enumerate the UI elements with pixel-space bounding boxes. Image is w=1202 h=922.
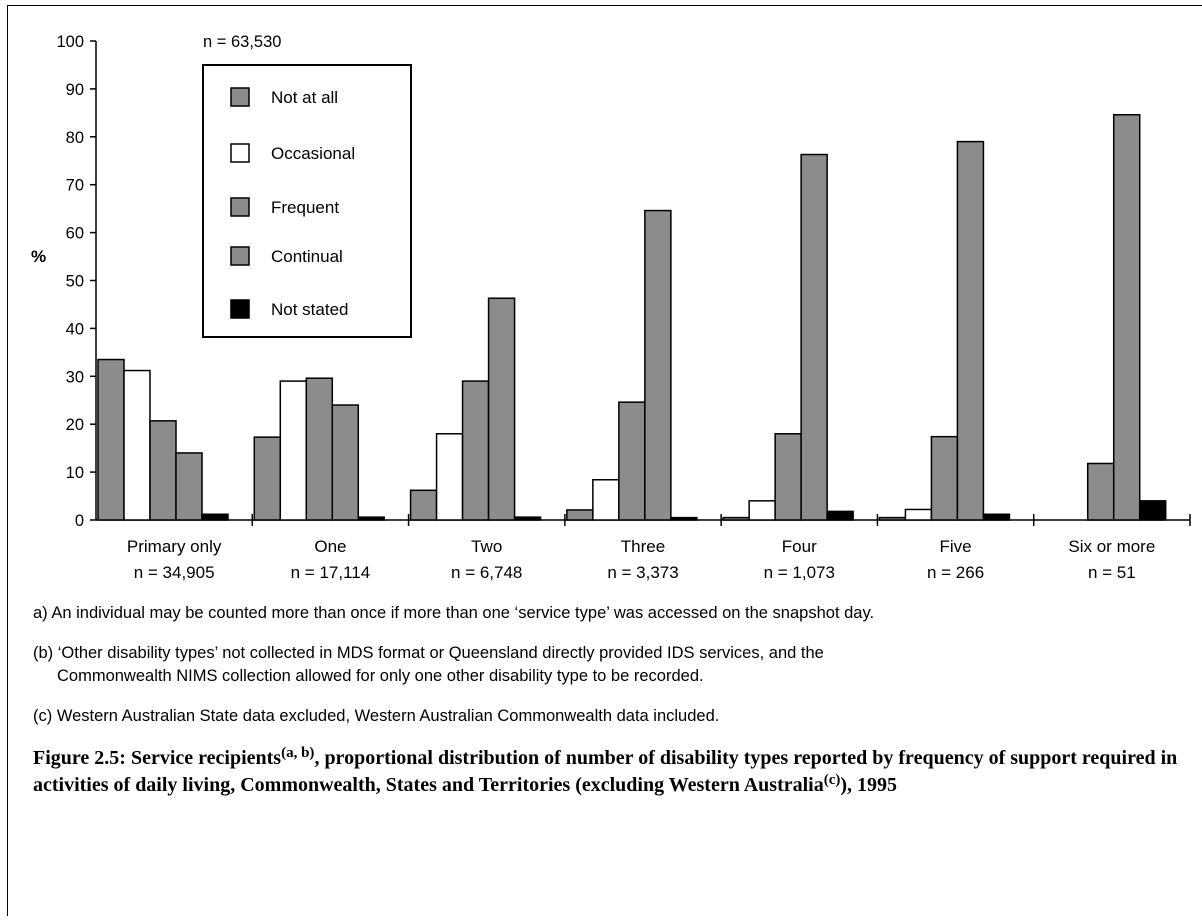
bar xyxy=(331,404,360,521)
figure-caption: Figure 2.5: Service recipients(a, b), pr… xyxy=(33,745,1183,799)
category-count-label: n = 1,073 xyxy=(764,563,835,582)
legend-swatch xyxy=(230,143,250,163)
bar xyxy=(878,516,907,521)
x-tick-label: One xyxy=(314,537,346,556)
category-count-label: n = 6,748 xyxy=(451,563,522,582)
category-count-label: n = 266 xyxy=(927,563,984,582)
bar xyxy=(592,479,620,521)
legend-label: Occasional xyxy=(271,144,355,163)
caption-sup1: (a, b) xyxy=(281,745,315,761)
category-count-label: n = 51 xyxy=(1088,563,1136,582)
y-tick-label: 0 xyxy=(75,512,84,530)
y-tick-label: 10 xyxy=(66,464,84,482)
category-count-label: n = 34,905 xyxy=(134,563,215,582)
x-tick-label: Five xyxy=(940,537,972,556)
bar xyxy=(487,297,516,521)
bar xyxy=(149,420,177,521)
footnote-a: a) An individual may be counted more tha… xyxy=(33,604,875,622)
bar xyxy=(722,516,750,521)
y-tick-label: 90 xyxy=(66,81,84,99)
legend-swatch xyxy=(230,299,250,319)
bar xyxy=(670,516,698,521)
footnote-b-line2: Commonwealth NIMS collection allowed for… xyxy=(57,667,704,685)
bar xyxy=(904,508,933,521)
legend-label: Not at all xyxy=(271,88,338,107)
bar-chart: 0 10 20 30 40 50 60 70 80 90 100% Primary only n = 3… xyxy=(31,33,1191,582)
bar xyxy=(305,377,334,521)
legend-swatch xyxy=(230,87,250,107)
bar xyxy=(1086,462,1115,521)
bar xyxy=(982,513,1011,521)
bar xyxy=(201,513,229,521)
bar xyxy=(357,516,386,521)
bar xyxy=(253,436,282,521)
bar xyxy=(1112,114,1141,521)
y-tick-label: 70 xyxy=(66,177,84,195)
footnote-c: (c) Western Australian State data exclud… xyxy=(33,707,720,725)
caption-part2: , proportional distribution of number of… xyxy=(33,747,1178,796)
category-count-label: n = 17,114 xyxy=(291,563,371,582)
bar xyxy=(123,369,151,521)
bar xyxy=(566,509,594,521)
bar xyxy=(175,452,203,521)
bar xyxy=(748,500,776,521)
chart-title: n = 63,530 xyxy=(203,33,281,51)
bar xyxy=(409,489,438,521)
x-tick-label: Primary only xyxy=(127,537,222,556)
bar xyxy=(513,516,542,521)
legend-label: Continual xyxy=(271,247,343,266)
bar xyxy=(97,358,125,521)
caption-part3: ), 1995 xyxy=(840,774,898,796)
x-tick-label: Six or more xyxy=(1068,537,1155,556)
bar xyxy=(956,140,985,521)
footnote-b-line1: (b) ‘Other disability types’ not collect… xyxy=(33,644,824,662)
legend-swatch xyxy=(230,246,250,266)
bar xyxy=(461,380,490,521)
y-tick-label: 40 xyxy=(66,320,84,338)
caption-part1: Figure 2.5: Service recipients xyxy=(33,747,282,769)
y-tick-label: 50 xyxy=(66,273,84,291)
legend-label: Not stated xyxy=(271,300,349,319)
y-tick-label: 30 xyxy=(66,368,84,386)
bar xyxy=(800,153,828,521)
bar xyxy=(279,380,308,521)
caption-sup2: (c) xyxy=(823,772,841,788)
x-tick-label: Four xyxy=(782,537,817,556)
figure-frame xyxy=(7,5,1202,916)
bar xyxy=(774,433,802,521)
x-tick-label: Two xyxy=(471,537,502,556)
bar xyxy=(1138,500,1167,521)
bar xyxy=(618,401,646,521)
y-tick-label: 20 xyxy=(66,416,84,434)
bar xyxy=(930,435,959,521)
legend-label: Frequent xyxy=(271,198,339,217)
bar xyxy=(644,209,672,521)
y-tick-label: 80 xyxy=(66,129,84,147)
bar xyxy=(826,510,854,521)
x-tick-label: Three xyxy=(621,537,665,556)
y-tick-label: 100 xyxy=(56,33,84,51)
y-axis-label: % xyxy=(31,247,46,266)
legend-swatch xyxy=(230,197,250,217)
bar xyxy=(435,433,464,521)
y-tick-label: 60 xyxy=(66,225,84,243)
category-count-label: n = 3,373 xyxy=(607,563,678,582)
